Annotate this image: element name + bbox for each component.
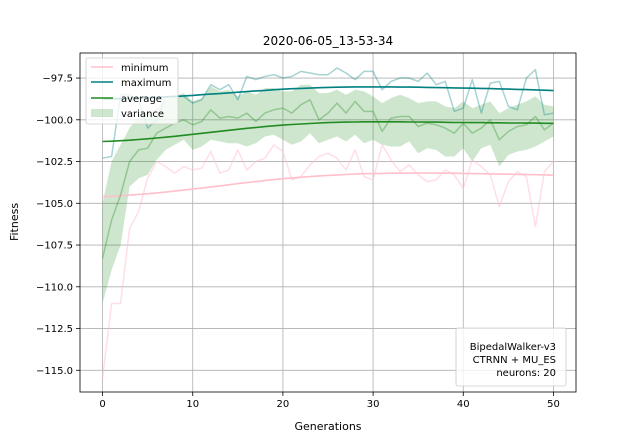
x-tick-label: 20: [277, 399, 290, 410]
y-tick-label: −105.0: [36, 199, 73, 210]
run-info-box: BipedalWalker-v3 CTRNN + MU_ES neurons: …: [455, 327, 567, 387]
x-axis-ticks: 0 10 20 30 40 50: [99, 392, 560, 410]
chart-title: 2020-06-05_13-53-34: [263, 34, 393, 48]
legend: minimum maximum average variance: [85, 57, 179, 125]
neuron-count: neurons: 20: [496, 368, 556, 379]
y-tick-label: −97.5: [42, 74, 73, 85]
y-tick-label: −107.5: [36, 241, 73, 252]
algorithm-name: CTRNN + MU_ES: [473, 355, 556, 366]
x-tick-label: 50: [547, 399, 560, 410]
variance-band-layer: [102, 84, 554, 304]
y-tick-label: −102.5: [36, 157, 73, 168]
average-trend-line: [102, 121, 554, 143]
environment-name: BipedalWalker-v3: [470, 342, 556, 353]
run-info-frame: [455, 327, 567, 387]
y-tick-label: −100.0: [36, 115, 73, 126]
legend-variance-swatch: [91, 109, 113, 117]
plot-frame: [79, 52, 577, 393]
legend-maximum-label: maximum: [121, 78, 171, 89]
legend-average-label: average: [121, 94, 162, 105]
y-tick-label: −112.5: [36, 324, 73, 335]
legend-box: [85, 57, 179, 125]
x-axis-label: Generations: [294, 420, 361, 433]
y-axis-label: Fitness: [8, 203, 21, 241]
y-tick-label: −110.0: [36, 282, 73, 293]
minimum-trend-line: [102, 172, 554, 198]
x-tick-label: 10: [186, 399, 199, 410]
legend-variance-label: variance: [121, 109, 164, 120]
x-tick-label: 0: [99, 399, 105, 410]
y-axis-ticks: −115.0 −112.5 −110.0 −107.5 −105.0 −102.5 −100…: [36, 74, 80, 377]
x-tick-label: 30: [367, 399, 380, 410]
y-tick-label: −115.0: [36, 366, 73, 377]
legend-minimum-label: minimum: [121, 63, 168, 74]
minimum-raw-line: [101, 144, 555, 379]
variance-band: [102, 84, 554, 304]
x-tick-label: 40: [457, 399, 470, 410]
